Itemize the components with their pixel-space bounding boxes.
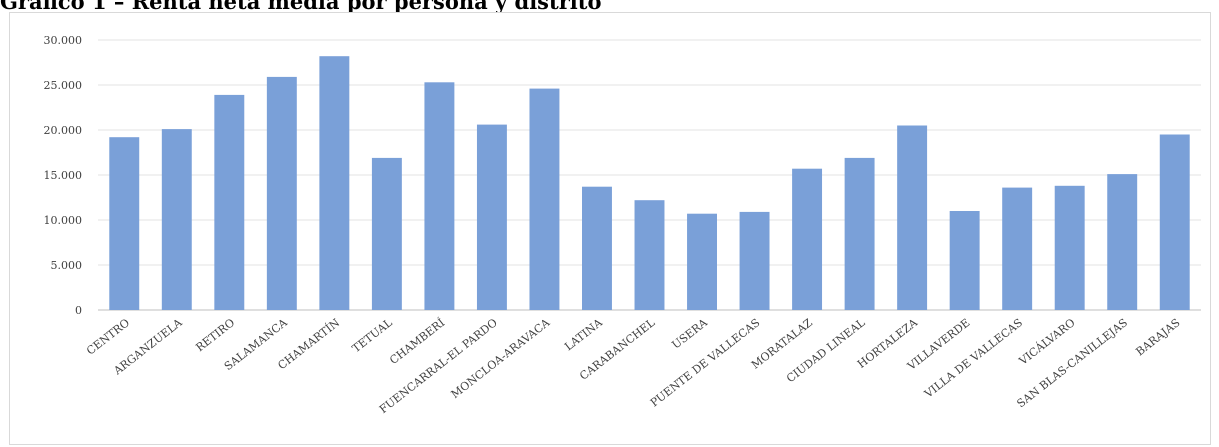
bar	[634, 200, 665, 310]
y-tick-label: 15.000	[44, 169, 83, 182]
bar	[161, 129, 192, 310]
x-tick-label: LATINA	[562, 315, 605, 353]
bar	[1159, 134, 1190, 310]
x-tick-label: RETIRO	[193, 316, 237, 354]
x-tick-label: VILLA DE VALLECAS	[921, 316, 1025, 401]
y-tick-label: 5.000	[51, 259, 83, 272]
y-tick-label: 30.000	[44, 34, 83, 47]
y-tick-label: 25.000	[44, 79, 83, 92]
bar	[949, 211, 980, 310]
bar	[424, 82, 455, 310]
bar	[844, 157, 875, 310]
bar	[739, 211, 770, 310]
bar	[897, 125, 928, 310]
bar	[792, 168, 823, 310]
bar	[371, 157, 402, 310]
bar	[582, 186, 612, 310]
x-tick-label: MONCLOA-ARAVACA	[449, 315, 554, 401]
bar	[1054, 185, 1085, 310]
x-tick-label: TETUAL	[350, 316, 395, 356]
bar	[214, 94, 245, 311]
y-tick-label: 0	[75, 304, 82, 317]
y-tick-label: 10.000	[44, 214, 83, 227]
bar	[529, 88, 560, 310]
bar	[1107, 174, 1138, 310]
bar	[109, 137, 140, 310]
bar	[266, 76, 297, 311]
bar	[319, 56, 350, 311]
x-tick-label: CENTRO	[84, 316, 132, 357]
x-tick-label: BARAJAS	[1133, 316, 1182, 358]
bar	[1002, 187, 1033, 310]
x-tick-label: USERA	[670, 315, 711, 351]
chart-title: Gráfico 1 – Renta neta media por persona…	[0, 0, 602, 14]
x-tick-label: PUENTE DE VALLECAS	[648, 316, 762, 409]
bar	[476, 124, 507, 310]
y-tick-label: 20.000	[44, 124, 83, 137]
bar	[687, 213, 717, 310]
